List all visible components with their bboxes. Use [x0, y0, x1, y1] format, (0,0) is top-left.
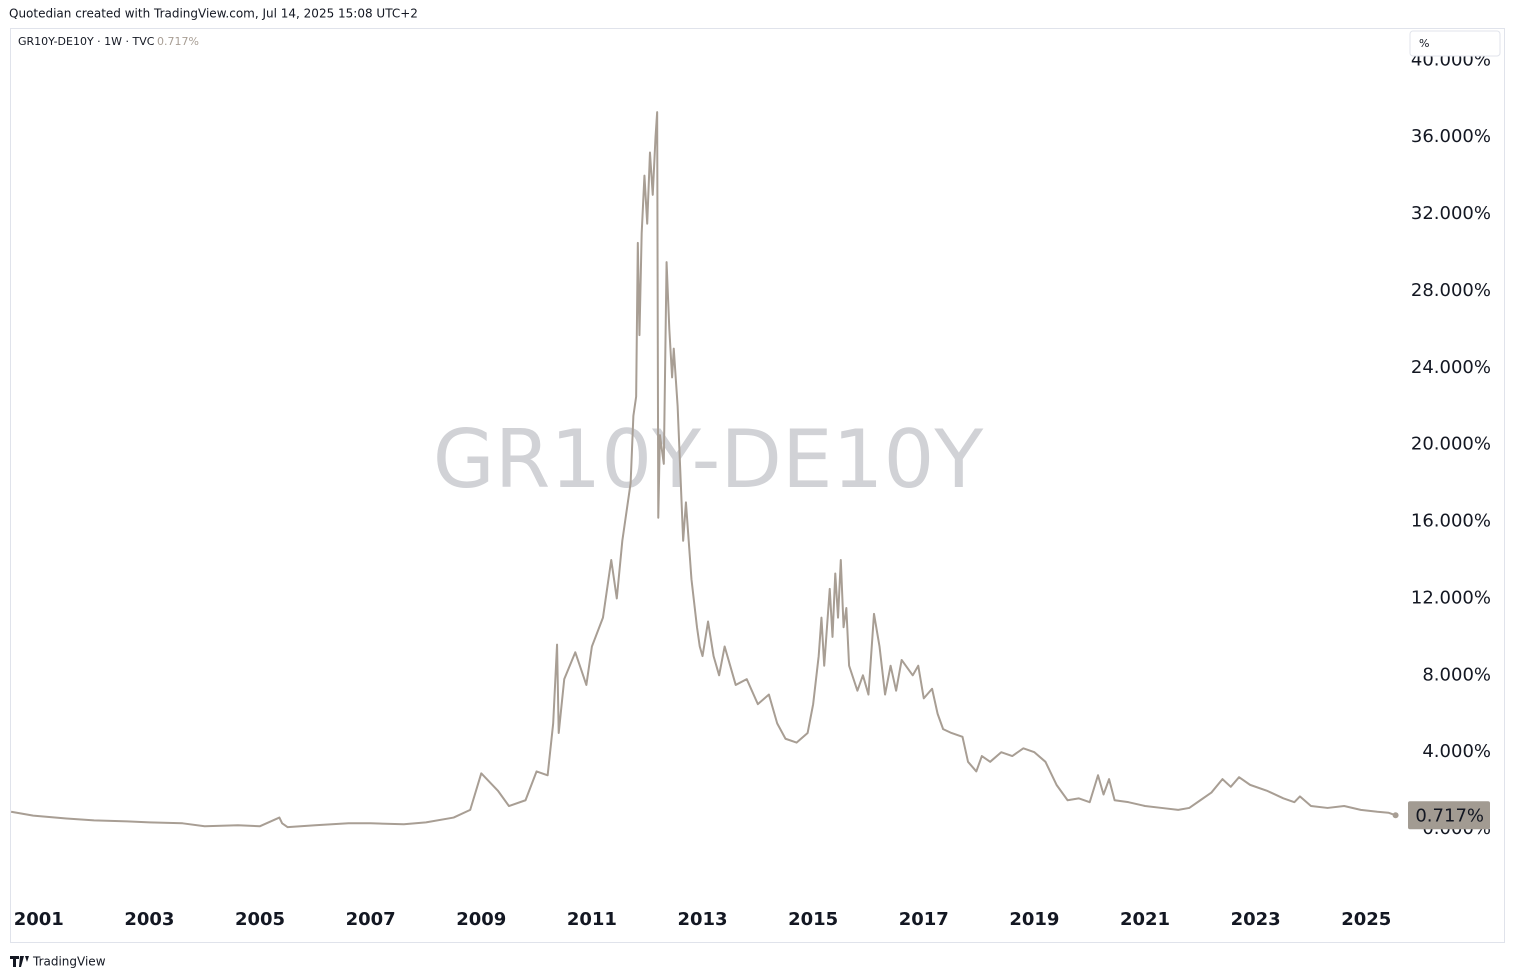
x-tick-label: 2005: [235, 909, 285, 930]
y-tick-label: 20.000%: [1411, 434, 1491, 455]
x-tick-label: 2001: [14, 909, 64, 930]
symbol-info: GR10Y-DE10Y · 1W · TVC: [18, 35, 155, 48]
scale-button-label[interactable]: %: [1419, 37, 1429, 50]
line-series: [10, 111, 1396, 829]
x-tick-label: 2023: [1231, 909, 1281, 930]
x-tick-label: 2013: [677, 909, 727, 930]
last-value-box: [1408, 801, 1490, 830]
y-tick-label: 8.000%: [1422, 664, 1491, 685]
y-tick-label: 36.000%: [1411, 126, 1491, 147]
tv-logo: [10, 956, 29, 967]
last-value-label: 0.717%: [1415, 805, 1484, 826]
x-tick-label: 2003: [124, 909, 174, 930]
x-tick-label: 2017: [899, 909, 949, 930]
legend-value: 0.717%: [157, 35, 199, 48]
y-tick-label: 4.000%: [1422, 741, 1491, 762]
x-tick-label: 2007: [346, 909, 396, 930]
x-tick-label: 2021: [1120, 909, 1170, 930]
y-tick-label: 16.000%: [1411, 511, 1491, 532]
y-tick-label: 12.000%: [1411, 587, 1491, 608]
header: Quotedian created with TradingView.com, …: [9, 7, 418, 21]
x-tick-label: 2025: [1341, 909, 1391, 930]
y-tick-label: 28.000%: [1411, 280, 1491, 301]
x-tick-label: 2019: [1009, 909, 1059, 930]
footer: TradingView: [32, 955, 106, 969]
chart-frame: [10, 28, 1505, 943]
y-tick-label: 24.000%: [1411, 357, 1491, 378]
watermark: GR10Y-DE10Y: [433, 413, 985, 506]
x-tick-label: 2011: [567, 909, 617, 930]
scale-button[interactable]: [1409, 30, 1501, 57]
last-point: [1392, 812, 1399, 819]
y-tick-label: 32.000%: [1411, 203, 1491, 224]
x-tick-label: 2009: [456, 909, 506, 930]
x-tick-label: 2015: [788, 909, 838, 930]
